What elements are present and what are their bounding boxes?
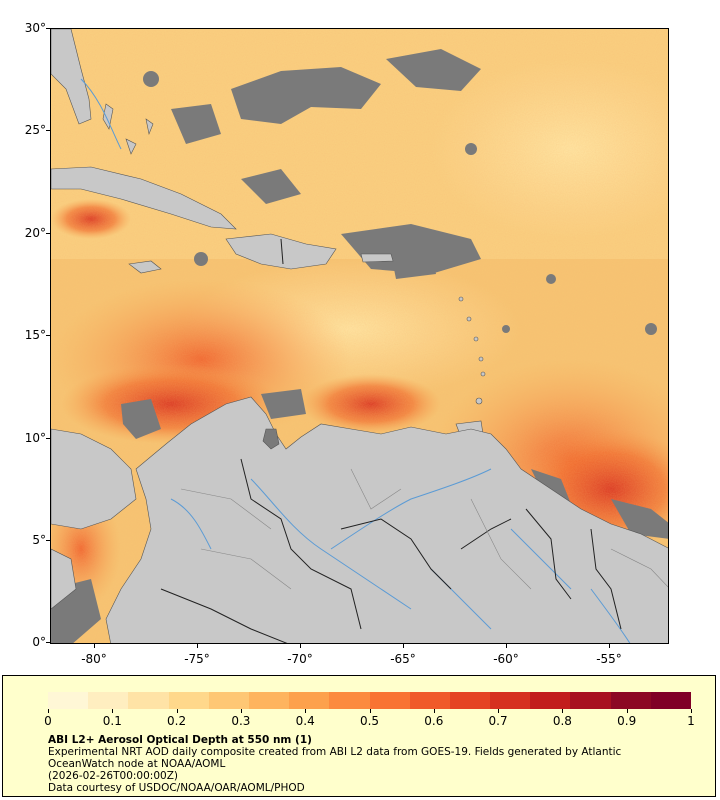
colorbar-segment — [570, 692, 611, 709]
colorbar-segment — [610, 692, 651, 709]
colorbar-tick — [626, 709, 628, 713]
colorbar-segment — [88, 692, 129, 709]
legend-credit: Data courtesy of USDOC/NOAA/OAR/AOML/PHO… — [48, 782, 305, 794]
lon-tick-label: -65° — [390, 652, 416, 666]
landmass — [51, 29, 668, 643]
colorbar-segment — [248, 692, 290, 709]
colorbar-segment — [490, 692, 531, 709]
lat-tick-label: 5° — [32, 533, 46, 547]
colorbar-segment — [329, 692, 370, 709]
colorbar-tick — [305, 709, 307, 713]
colorbar-tick — [176, 709, 178, 713]
lat-tick-label: 25° — [24, 123, 46, 137]
colorbar-tick — [112, 709, 114, 713]
colorbar-segment — [48, 692, 89, 709]
colorbar-label: 0.7 — [488, 714, 508, 728]
colorbar-label: 0.4 — [295, 714, 315, 728]
colorbar-label: 0.2 — [167, 714, 187, 728]
colorbar-tick — [369, 709, 371, 713]
legend-title: ABI L2+ Aerosol Optical Depth at 550 nm … — [48, 734, 312, 746]
aod-map — [51, 29, 668, 643]
colorbar-label: 0.6 — [424, 714, 444, 728]
lat-tick-label: 30° — [24, 21, 46, 35]
legend-date: (2026-02-26T00:00:00Z) — [48, 770, 178, 782]
colorbar-tick — [433, 709, 435, 713]
borders — [160, 238, 622, 643]
colorbar-segment — [208, 692, 249, 709]
colorbar-tick — [240, 709, 242, 713]
map-panel — [50, 28, 669, 644]
colorbar-segment — [530, 692, 571, 709]
lon-tick-label: -70° — [287, 652, 313, 666]
colorbar-segment — [650, 692, 691, 709]
lon-tick-label: -60° — [493, 652, 519, 666]
colorbar — [48, 692, 691, 709]
colorbar-label: 0.1 — [102, 714, 122, 728]
lon-tick-label: -80° — [81, 652, 107, 666]
colorbar-tick — [498, 709, 500, 713]
colorbar-segment — [128, 692, 169, 709]
lon-tick-label: -75° — [184, 652, 210, 666]
colorbar-tick — [562, 709, 564, 713]
lat-tick-label: 20° — [24, 226, 46, 240]
colorbar-label: 0.9 — [617, 714, 637, 728]
colorbar-label: 0.5 — [359, 714, 380, 728]
colorbar-segment — [168, 692, 209, 709]
lat-tick-label: 15° — [24, 328, 46, 342]
lat-tick-label: 10° — [24, 431, 46, 445]
colorbar-tick — [48, 709, 49, 713]
colorbar-segment — [369, 692, 410, 709]
colorbar-segment — [289, 692, 330, 709]
legend-description-cont: OceanWatch node at NOAA/AOML — [48, 758, 226, 770]
admin-borders — [180, 468, 668, 590]
colorbar-segment — [449, 692, 491, 709]
legend-panel: 0 0.1 0.2 0.3 0.4 0.5 0.6 0.7 0.8 0.9 1 ABI L2+ Ae… — [2, 675, 716, 797]
colorbar-label: 0 — [44, 714, 52, 728]
colorbar-label: 0.8 — [552, 714, 572, 728]
lat-tick-label: 0° — [32, 635, 46, 649]
colorbar-tick — [691, 709, 692, 713]
lon-tick-label: -55° — [596, 652, 622, 666]
legend-text: ABI L2+ Aerosol Optical Depth at 550 nm … — [48, 734, 698, 794]
colorbar-segment — [409, 692, 450, 709]
colorbar-label: 1 — [687, 714, 695, 728]
legend-description: Experimental NRT AOD daily composite cre… — [48, 746, 622, 758]
colorbar-label: 0.3 — [231, 714, 251, 728]
